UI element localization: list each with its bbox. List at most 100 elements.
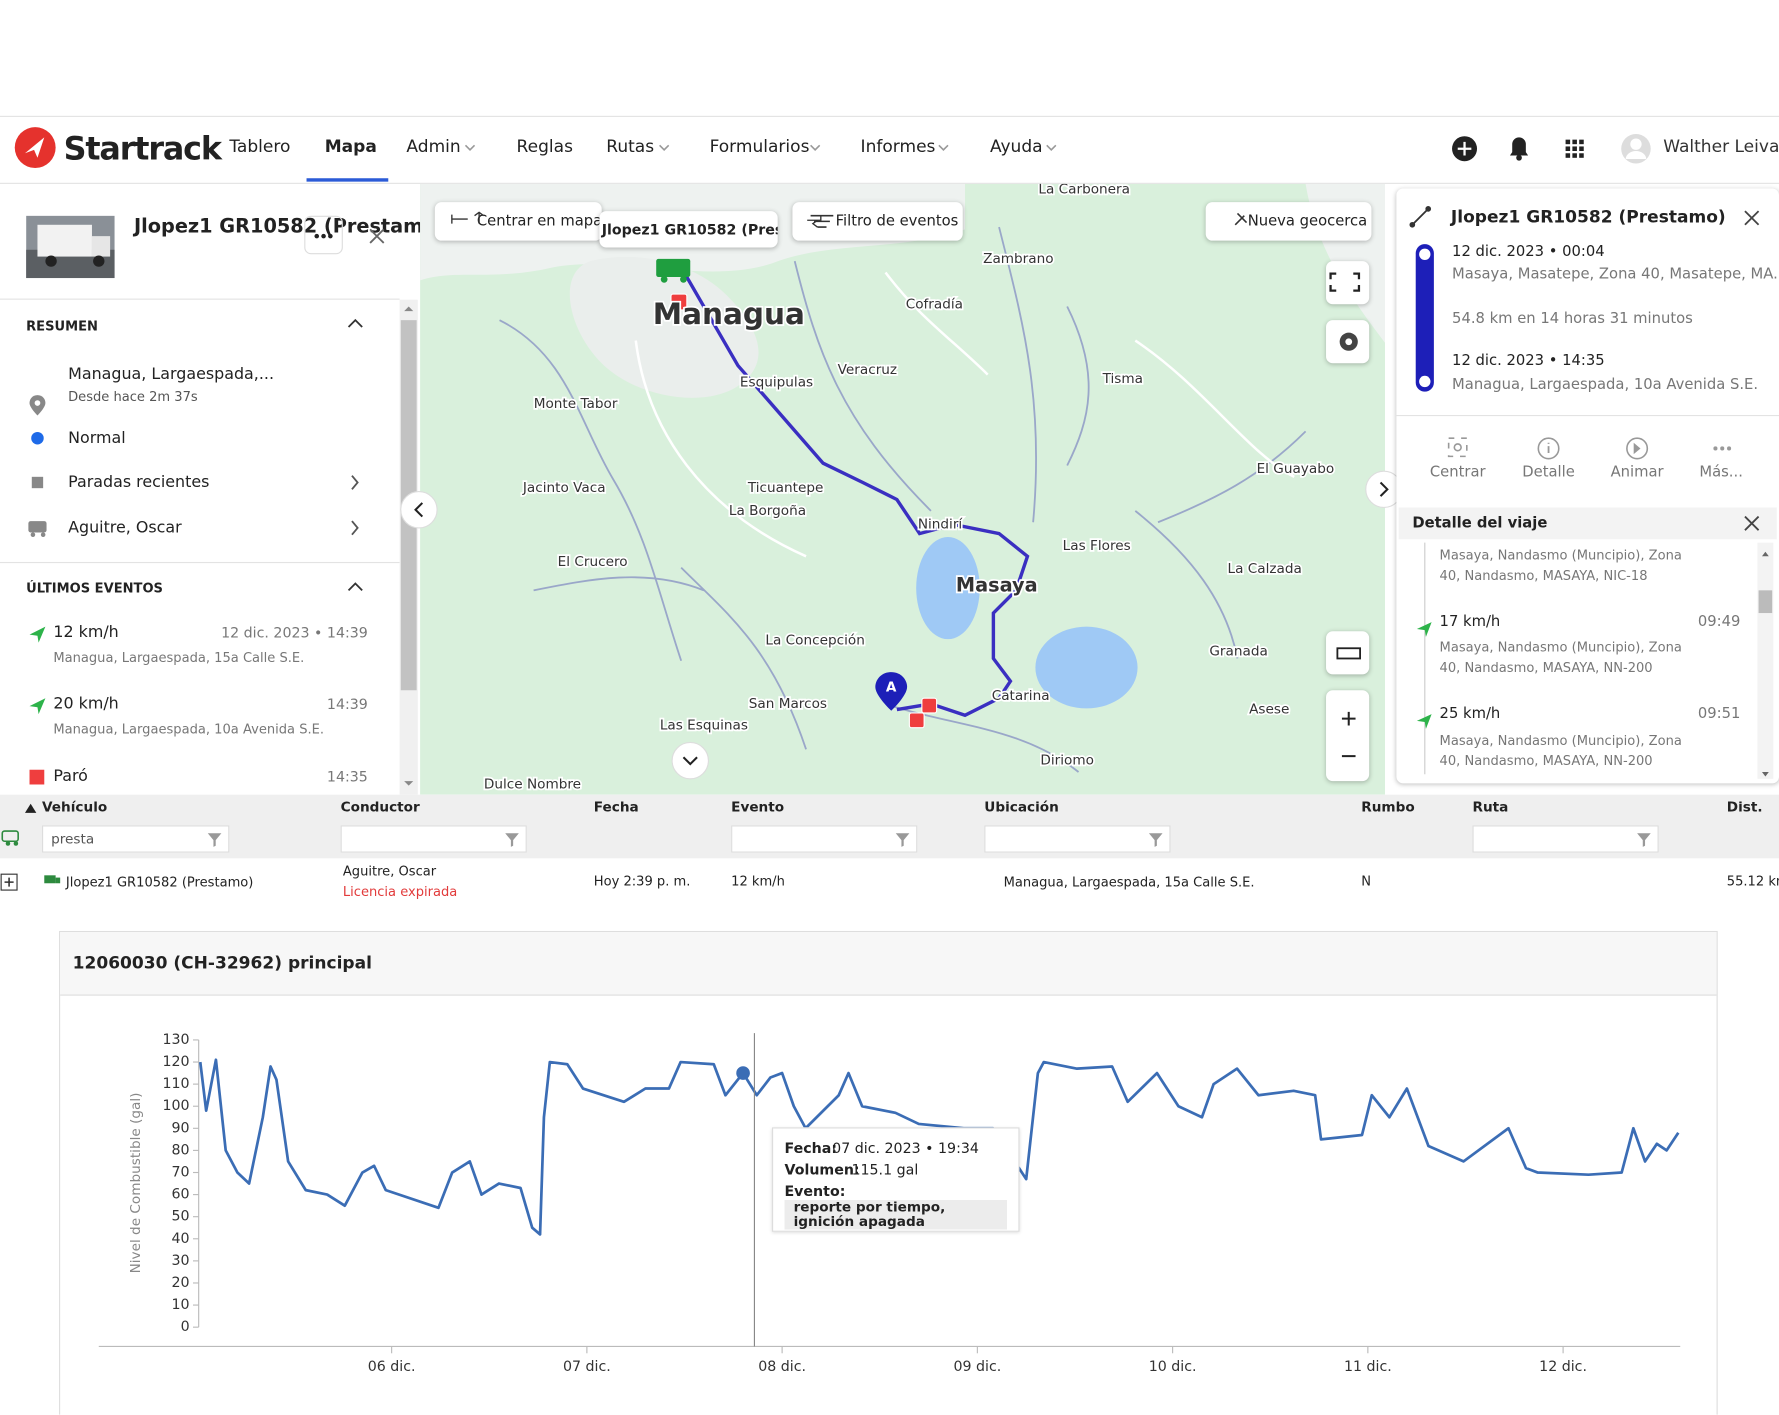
y-tick-label: 60 <box>172 1187 190 1203</box>
y-tick-label: 130 <box>163 1032 190 1048</box>
map-place-label: Esquipulas <box>740 375 813 391</box>
row-distance: 55.12 km <box>1726 873 1779 889</box>
y-tick-label: 20 <box>172 1275 190 1291</box>
user-name[interactable]: Walther Leiva <box>1663 136 1779 157</box>
chart-card-header <box>60 932 1717 996</box>
map-place-label: San Marcos <box>749 696 827 712</box>
stops-link[interactable]: Paradas recientes <box>68 473 210 492</box>
y-tick-label: 100 <box>163 1098 190 1114</box>
y-tick-label: 40 <box>172 1231 190 1247</box>
end-address: Managua, Largaespada, 10a Avenida S.E. <box>1452 376 1759 394</box>
navbar <box>0 115 1779 184</box>
close-icon[interactable] <box>367 226 387 246</box>
event-time: 12 dic. 2023 • 14:39 <box>221 623 368 641</box>
divider <box>0 561 400 564</box>
nav-item[interactable]: Reglas <box>516 136 573 157</box>
nav-item[interactable]: Rutas <box>606 136 655 157</box>
zoom-controls[interactable] <box>1326 690 1370 782</box>
filter-input[interactable] <box>731 825 918 853</box>
column-header[interactable]: Conductor <box>340 799 420 816</box>
chart-card <box>59 930 1718 1415</box>
x-tick-label: 06 dic. <box>368 1359 416 1375</box>
detail-header <box>1398 507 1777 540</box>
x-tick-label: 09 dic. <box>953 1359 1001 1375</box>
map-place-label: Nindirí <box>918 517 964 533</box>
map-place-label: Cofradía <box>906 296 963 312</box>
action-label[interactable]: Detalle <box>1522 463 1575 481</box>
trip-title: Jlopez1 GR10582 (Prestamo) <box>1450 206 1726 228</box>
event-address: Managua, Largaespada, 15a Calle S.E. <box>53 649 305 666</box>
column-header[interactable]: Rumbo <box>1361 799 1415 816</box>
x-tick-label: 08 dic. <box>758 1359 806 1375</box>
map-place-label: La Carbonera <box>1038 184 1130 198</box>
ruler-button[interactable] <box>1326 631 1370 675</box>
new-geofence-button[interactable] <box>1205 202 1372 241</box>
logo-icon <box>14 127 56 169</box>
y-tick-label: 50 <box>172 1209 190 1225</box>
y-axis-label: Nivel de Combustible (gal) <box>128 1093 144 1274</box>
map-place-label: El Guayabo <box>1257 461 1335 477</box>
detail-time: 09:51 <box>1697 705 1741 723</box>
detail-label: 17 km/h <box>1439 613 1501 631</box>
section-title: RESUMEN <box>26 317 98 334</box>
column-header[interactable]: Fecha <box>593 799 639 816</box>
action-label[interactable]: Más... <box>1699 463 1743 481</box>
x-tick-label: 11 dic. <box>1344 1359 1392 1375</box>
action-label[interactable]: Centrar <box>1429 463 1486 481</box>
map-place-label: Jacinto Vaca <box>522 480 606 496</box>
highlight-point <box>736 1066 750 1080</box>
nav-item[interactable]: Admin <box>406 136 461 157</box>
nav-icons <box>464 133 1651 164</box>
filter-input[interactable] <box>984 825 1171 853</box>
nav-item[interactable]: Mapa <box>324 136 377 157</box>
map-place-label: Dulce Nombre <box>484 776 581 792</box>
trip-panel <box>1396 188 1779 784</box>
action-label[interactable]: Animar <box>1610 463 1664 481</box>
event-time: 14:39 <box>326 695 368 713</box>
filter-input[interactable] <box>1472 825 1659 853</box>
status: Normal <box>68 429 126 448</box>
y-tick-label: 120 <box>163 1054 190 1070</box>
vehicle-name: Jlopez1 GR10582 (Prestamo) <box>133 215 446 239</box>
map[interactable]: Managua Masaya La Carbonera Zambrano Cofradí… <box>420 183 1386 795</box>
nav-item[interactable]: Ayuda <box>989 136 1043 157</box>
map-place-label: La Calzada <box>1228 561 1302 577</box>
chart-card-title: 12060030 (CH-32962) principal <box>72 952 372 973</box>
nav-item[interactable]: Tablero <box>229 136 291 157</box>
map-place-label: Veracruz <box>838 362 897 378</box>
map-place-label: Masaya <box>956 573 1038 596</box>
fuel-line <box>198 1058 1680 1236</box>
map-place-label: La Concepción <box>765 632 864 648</box>
start-address: Masaya, Masatepe, Zona 40, Masatepe, MA.… <box>1452 266 1779 284</box>
detail-time: 09:49 <box>1697 613 1741 631</box>
y-tick-label: 80 <box>172 1142 190 1158</box>
brand[interactable]: Startrack <box>63 129 222 168</box>
nav-item[interactable]: Informes <box>860 136 936 157</box>
y-tick-label: 90 <box>172 1120 190 1136</box>
filter-input[interactable] <box>42 825 230 853</box>
center-map-button[interactable] <box>434 202 602 241</box>
driver-link[interactable]: Aguitre, Oscar <box>68 518 182 537</box>
fullscreen-button[interactable] <box>1326 261 1370 305</box>
column-header[interactable]: Ruta <box>1472 799 1509 816</box>
more-button[interactable] <box>304 215 343 255</box>
map-place-label: Granada <box>1209 644 1267 660</box>
map-place-label: Tisma <box>1102 371 1143 387</box>
map-control-icons <box>400 211 1399 780</box>
button-label: Centrar en mapa <box>476 212 603 230</box>
column-header[interactable]: Dist. <box>1726 799 1763 816</box>
column-header[interactable]: Evento <box>731 799 785 816</box>
x-tick-label: 07 dic. <box>563 1359 611 1375</box>
detail-address: Masaya, Nandasmo (Muncipio), Zona 40, Na… <box>1439 732 1682 769</box>
row-vehicle[interactable]: Jlopez1 GR10582 (Prestamo) <box>65 874 254 891</box>
nav-item[interactable]: Formularios <box>709 136 810 157</box>
filter-input[interactable] <box>340 825 527 853</box>
y-tick-label: 70 <box>172 1165 190 1181</box>
column-header[interactable]: Ubicación <box>984 799 1059 816</box>
vehicle-map-label: Jlopez1 GR10582 (Prestamo) <box>599 211 778 248</box>
section-title: ÚLTIMOS EVENTOS <box>26 580 163 597</box>
row-location: Managua, Largaespada, 15a Calle S.E. <box>1003 874 1255 891</box>
button-label: Filtro de eventos <box>835 212 959 230</box>
column-header[interactable]: Vehículo <box>42 799 108 816</box>
